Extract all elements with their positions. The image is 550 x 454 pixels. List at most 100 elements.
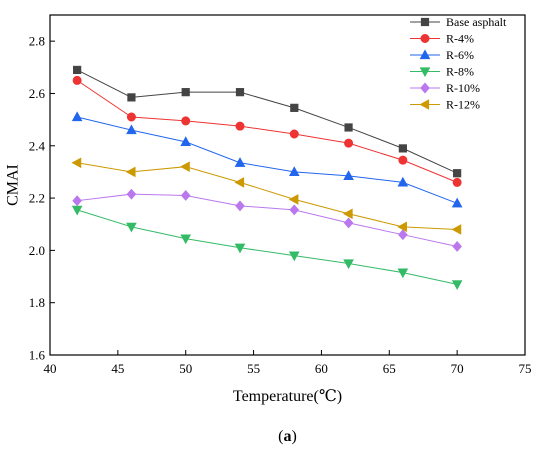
legend: Base asphalt R-4% R-6% R-8% R-10% R-12% xyxy=(410,15,507,112)
legend-marker xyxy=(420,17,430,27)
data-point xyxy=(343,170,354,180)
data-point xyxy=(397,221,407,233)
data-point xyxy=(452,177,462,187)
x-axis-ticks: 40 45 50 55 60 65 70 75 xyxy=(44,350,532,376)
y-axis-title: CMAI xyxy=(5,164,22,206)
plot-border xyxy=(49,14,526,356)
series-layer xyxy=(71,65,463,291)
series-line xyxy=(76,79,458,183)
series-4 xyxy=(72,188,462,252)
legend-marker xyxy=(420,33,430,43)
data-point xyxy=(343,259,354,270)
data-point xyxy=(126,222,137,233)
data-point xyxy=(397,268,409,279)
legend-label: R-6% xyxy=(446,48,474,62)
data-point xyxy=(180,161,190,172)
data-point xyxy=(290,103,299,112)
data-point xyxy=(71,157,82,169)
data-point xyxy=(73,65,82,75)
y-tick-label: 1.8 xyxy=(29,295,45,310)
series-5 xyxy=(71,157,462,235)
y-tick-label: 2.0 xyxy=(29,243,45,258)
x-tick-label: 40 xyxy=(44,361,57,376)
y-tick-label: 2.2 xyxy=(29,191,45,206)
data-point xyxy=(288,251,300,262)
data-point xyxy=(397,176,409,187)
legend-label: R-10% xyxy=(446,81,480,95)
x-tick-label: 75 xyxy=(519,361,532,376)
data-point xyxy=(288,194,299,205)
data-point xyxy=(451,280,463,291)
legend-item: R-6% xyxy=(410,48,474,62)
series-line xyxy=(77,116,458,204)
data-point xyxy=(235,200,245,212)
legend-marker xyxy=(420,82,430,94)
series-1 xyxy=(72,75,462,187)
x-tick-label: 50 xyxy=(179,361,192,376)
panel-label: (a) xyxy=(278,428,297,445)
legend-label: Base asphalt xyxy=(446,15,507,29)
legend-item: R-4% xyxy=(410,32,474,46)
data-point xyxy=(126,188,137,200)
data-point xyxy=(72,195,82,207)
legend-label: R-8% xyxy=(446,65,474,79)
data-point xyxy=(343,217,354,229)
plot-frame xyxy=(49,14,526,356)
data-point xyxy=(234,177,245,188)
series-3 xyxy=(71,205,463,291)
series-2 xyxy=(71,111,463,208)
series-line xyxy=(77,162,458,230)
data-point xyxy=(180,234,192,245)
data-point xyxy=(288,166,300,177)
data-point xyxy=(126,124,137,135)
data-point xyxy=(71,111,83,122)
data-point xyxy=(398,144,407,153)
data-point xyxy=(289,129,299,139)
data-point xyxy=(451,224,462,235)
series-line xyxy=(76,69,458,174)
data-point xyxy=(344,138,354,148)
data-point xyxy=(181,116,191,126)
legend-label: R-12% xyxy=(446,98,480,112)
data-point xyxy=(453,169,462,178)
data-point xyxy=(234,243,246,254)
legend-item: Base asphalt xyxy=(410,15,507,29)
y-axis-ticks: 1.6 1.8 2.0 2.2 2.4 2.6 2.8 xyxy=(29,34,55,363)
data-point xyxy=(235,121,245,131)
legend-marker xyxy=(419,99,430,110)
y-tick-label: 2.6 xyxy=(29,86,46,101)
data-point xyxy=(125,166,136,178)
data-point xyxy=(342,208,353,220)
x-tick-label: 70 xyxy=(451,361,464,376)
data-point xyxy=(451,197,463,208)
legend-marker xyxy=(419,67,431,78)
data-point xyxy=(127,93,136,102)
x-tick-label: 65 xyxy=(383,361,396,376)
x-axis-title: Temperature(℃) xyxy=(233,388,342,405)
legend-label: R-4% xyxy=(446,32,474,46)
data-point xyxy=(289,204,300,216)
data-point xyxy=(452,241,462,252)
data-point xyxy=(126,112,136,122)
legend-item: R-8% xyxy=(410,65,474,79)
x-tick-label: 60 xyxy=(315,361,328,376)
data-point xyxy=(398,155,408,165)
series-line xyxy=(77,193,458,247)
data-point xyxy=(72,75,82,85)
series-line xyxy=(76,209,458,285)
data-point xyxy=(344,123,353,132)
y-tick-label: 1.6 xyxy=(29,348,46,363)
data-point xyxy=(398,229,408,241)
data-point xyxy=(180,190,191,201)
legend-item: R-12% xyxy=(410,98,480,112)
x-tick-label: 45 xyxy=(111,361,124,376)
data-point xyxy=(234,157,246,167)
y-tick-label: 2.8 xyxy=(29,34,45,49)
legend-item: R-10% xyxy=(410,81,480,95)
series-0 xyxy=(73,65,462,178)
legend-marker xyxy=(419,49,431,60)
x-tick-label: 55 xyxy=(247,361,260,376)
data-point xyxy=(181,88,190,97)
data-point xyxy=(235,88,245,97)
